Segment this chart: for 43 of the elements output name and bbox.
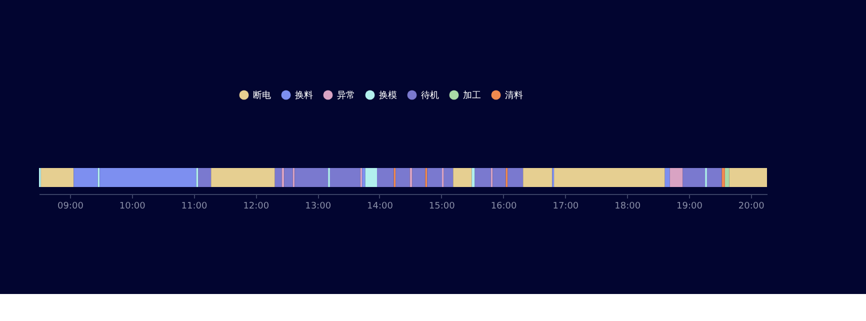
bar	[554, 168, 665, 187]
x-tick-label: 17:00	[552, 202, 579, 212]
bar	[40, 168, 74, 187]
bar	[729, 168, 767, 187]
bar	[211, 168, 275, 187]
bar	[365, 168, 377, 187]
legend-label: 加工	[463, 90, 481, 101]
x-tick-label: 20:00	[738, 202, 765, 212]
bar	[198, 168, 212, 187]
bar	[282, 168, 284, 187]
bar	[444, 168, 454, 187]
bar	[396, 168, 410, 187]
bar	[472, 168, 475, 187]
x-tick-label: 14:00	[367, 202, 394, 212]
legend-label: 换模	[379, 90, 397, 101]
bar	[706, 168, 722, 187]
legend-label: 异常	[337, 90, 355, 101]
x-tick-label: 19:00	[676, 202, 703, 212]
x-tick-label: 11:00	[181, 202, 208, 212]
x-tick-label: 16:00	[490, 202, 518, 212]
legend-label: 清料	[505, 90, 523, 101]
x-tick-label: 15:00	[428, 202, 456, 212]
legend-label: 换料	[295, 90, 313, 101]
bar	[474, 168, 491, 187]
legend-label: 断电	[253, 90, 271, 101]
bar	[410, 168, 412, 187]
x-tick-label: 09:00	[57, 202, 84, 212]
bar	[523, 168, 552, 187]
x-tick-label: 10:00	[119, 202, 146, 212]
bar	[664, 168, 670, 187]
bar	[682, 168, 706, 187]
bar	[453, 168, 472, 187]
legend-label: 待机	[421, 90, 439, 101]
x-tick-label: 13:00	[305, 202, 332, 212]
bar	[274, 168, 282, 187]
bar	[722, 168, 725, 187]
bar	[377, 168, 394, 187]
x-tick-label: 18:00	[614, 202, 641, 212]
bar	[724, 168, 730, 187]
x-tick-label: 12:00	[243, 202, 270, 212]
bar	[362, 168, 366, 187]
bar	[330, 168, 360, 187]
bar	[670, 168, 683, 187]
